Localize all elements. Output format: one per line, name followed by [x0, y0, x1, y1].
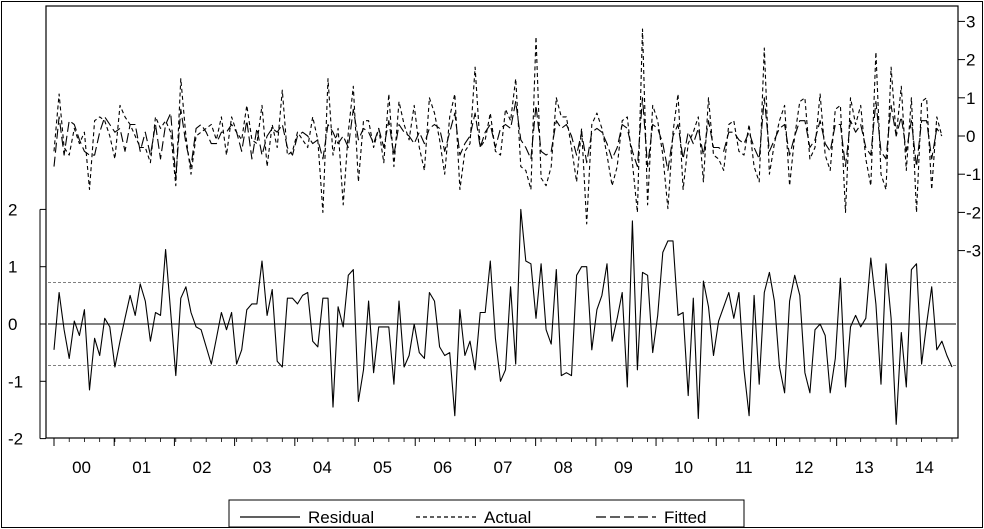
x-tick-label: 08 — [554, 458, 573, 477]
right-tick-label: 2 — [966, 51, 975, 70]
legend-box — [228, 499, 745, 528]
left-tick-label: 1 — [8, 258, 17, 277]
left-axis: -2 -1 0 1 2 — [8, 200, 46, 449]
legend-label-residual: Residual — [308, 508, 374, 527]
x-tick-label: 11 — [735, 458, 753, 477]
x-tick-label: 10 — [674, 458, 693, 477]
legend-label-fitted: Fitted — [664, 508, 707, 527]
left-tick-label: -1 — [8, 372, 23, 391]
right-tick-label: -3 — [966, 242, 981, 261]
series-fitted-line — [53, 97, 943, 179]
x-tick-label: 12 — [795, 458, 814, 477]
x-tick-label: 02 — [193, 458, 212, 477]
plot-frame — [45, 5, 959, 439]
x-tick-label: 14 — [915, 458, 934, 477]
x-tick-label: 04 — [313, 458, 332, 477]
left-tick-label: 2 — [8, 200, 17, 219]
x-tick-label: 05 — [373, 458, 392, 477]
series-layer — [53, 28, 953, 425]
right-tick-label: 1 — [966, 89, 975, 108]
right-tick-label: 3 — [966, 12, 975, 31]
right-tick-label: 0 — [966, 127, 975, 146]
legend: Residual Actual Fitted — [228, 499, 745, 528]
right-axis: -3 -2 -1 0 1 2 3 — [958, 12, 981, 261]
x-tick-label: 06 — [433, 458, 452, 477]
left-tick-label: -2 — [8, 430, 23, 449]
right-tick-label: -2 — [966, 203, 981, 222]
left-tick-label: 0 — [8, 315, 17, 334]
x-tick-label: 00 — [72, 458, 91, 477]
x-tick-label: 13 — [855, 458, 874, 477]
x-tick-label: 09 — [614, 458, 633, 477]
legend-label-actual: Actual — [484, 508, 531, 527]
x-tick-label: 03 — [253, 458, 272, 477]
x-tick-label: 01 — [132, 458, 151, 477]
series-residual-line — [53, 208, 953, 425]
right-tick-label: -1 — [966, 165, 981, 184]
x-axis: 00 01 02 03 04 05 06 07 08 09 10 11 12 13 14 — [53, 438, 953, 477]
x-tick-label: 07 — [494, 458, 513, 477]
